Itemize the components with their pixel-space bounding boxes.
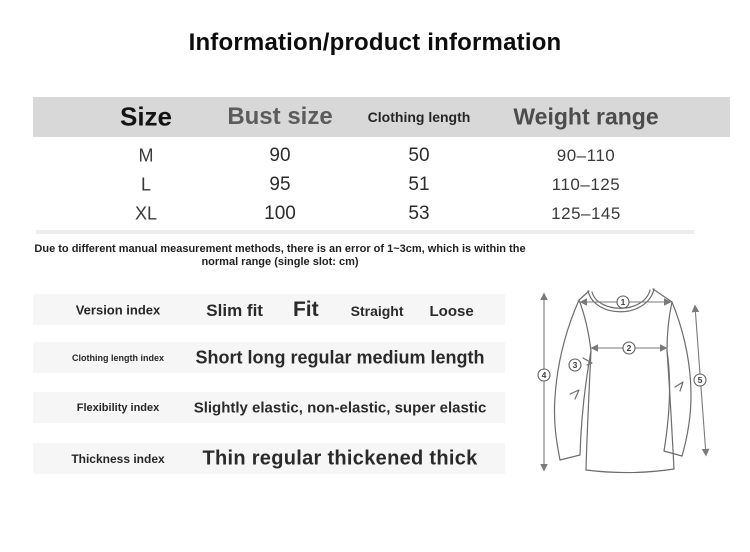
- table-cell-bust: 100: [264, 202, 296, 224]
- sleeve-sketch-mark-right: [674, 381, 684, 392]
- table-cell-length: 51: [408, 173, 430, 195]
- shoulder-left: [578, 290, 590, 301]
- index-row-thickness: Thickness index Thin regular thickened t…: [33, 443, 505, 474]
- marker-3-label: 3: [573, 360, 578, 370]
- table-cell-length: 50: [408, 144, 430, 166]
- index-label-version: Version index: [75, 302, 161, 317]
- measure-marker-3: 3: [568, 358, 582, 372]
- index-row-flexibility: Flexibility index Slightly elastic, non-…: [33, 392, 505, 423]
- table-cell-bust: 95: [269, 173, 291, 195]
- index-label-flexibility: Flexibility index: [76, 401, 160, 414]
- index-values-flexibility: Slightly elastic, non-elastic, super ela…: [193, 399, 487, 416]
- header-clothing-length: Clothing length: [367, 109, 471, 125]
- table-cell-weight: 110–125: [551, 174, 621, 194]
- collar-inner: [591, 289, 651, 309]
- sleeve-left-outer: [553, 299, 580, 461]
- marker-1-label: 1: [621, 297, 626, 307]
- marker-2-label: 2: [627, 343, 632, 353]
- index-label-thickness: Thickness index: [71, 451, 165, 466]
- body-side-right: [666, 350, 675, 470]
- table-cell-size: L: [140, 174, 152, 194]
- table-cell-size: M: [138, 145, 154, 165]
- measure-marker-2: 2: [622, 341, 636, 355]
- measurement-note: Due to different manual measurement meth…: [15, 243, 545, 269]
- marker-4-label: 4: [542, 370, 547, 380]
- measurement-arrows: [540, 292, 710, 472]
- table-cell-bust: 90: [269, 144, 291, 166]
- table-cell-size: XL: [134, 203, 158, 223]
- marker-5-label: 5: [698, 375, 703, 385]
- value-fit: Fit: [292, 297, 319, 321]
- sleeve-right-inner: [663, 350, 671, 452]
- shirt-measurement-sketch: 1 2 3 4 5: [537, 288, 710, 474]
- index-label-clothing-length: Clothing length index: [72, 352, 164, 363]
- header-size: Size: [119, 101, 173, 132]
- sleeve-sketch-mark-lower: [569, 389, 580, 400]
- measure-marker-4: 4: [537, 368, 551, 382]
- sleeve-left-inner: [579, 350, 592, 456]
- table-row-l: L 95 51 110–125: [33, 170, 730, 199]
- measurement-note-line1: Due to different manual measurement meth…: [34, 243, 526, 255]
- value-slim-fit: Slim fit: [206, 300, 263, 320]
- table-bottom-divider: [36, 230, 694, 234]
- armhole-right: [666, 301, 673, 352]
- value-loose: Loose: [429, 302, 474, 320]
- table-cell-weight: 125–145: [551, 203, 621, 223]
- measure-marker-5: 5: [693, 373, 707, 387]
- table-row-m: M 90 50 90–110: [33, 141, 730, 170]
- sleeve-sketch-mark-left: [582, 357, 593, 366]
- header-bust-size: Bust size: [227, 103, 333, 130]
- shirt-outline: [553, 288, 692, 474]
- header-weight-range: Weight range: [513, 103, 659, 130]
- hem-line: [585, 468, 675, 474]
- table-row-xl: XL 100 53 125–145: [33, 199, 730, 228]
- armhole-left: [578, 299, 592, 352]
- sleeve-left-cuff: [559, 454, 581, 461]
- value-straight: Straight: [350, 302, 404, 319]
- size-table-header: Size Bust size Clothing length Weight ra…: [33, 97, 730, 137]
- index-row-clothing-length: Clothing length index Short long regular…: [33, 342, 505, 373]
- measure-marker-1: 1: [616, 295, 630, 309]
- table-cell-length: 53: [408, 202, 430, 224]
- index-values-thickness: Thin regular thickened thick: [202, 447, 478, 469]
- index-row-version: Version index Slim fit Fit Straight Loose: [33, 294, 505, 325]
- page-title: Information/product information: [188, 29, 562, 56]
- measurement-note-line2: normal range (single slot: cm): [201, 256, 359, 268]
- sleeve-right-outer: [671, 301, 692, 457]
- shoulder-right: [652, 288, 673, 303]
- index-values-clothing-length: Short long regular medium length: [195, 347, 485, 367]
- table-cell-weight: 90–110: [556, 145, 616, 165]
- index-values-version: Slim fit Fit Straight Loose: [206, 298, 473, 322]
